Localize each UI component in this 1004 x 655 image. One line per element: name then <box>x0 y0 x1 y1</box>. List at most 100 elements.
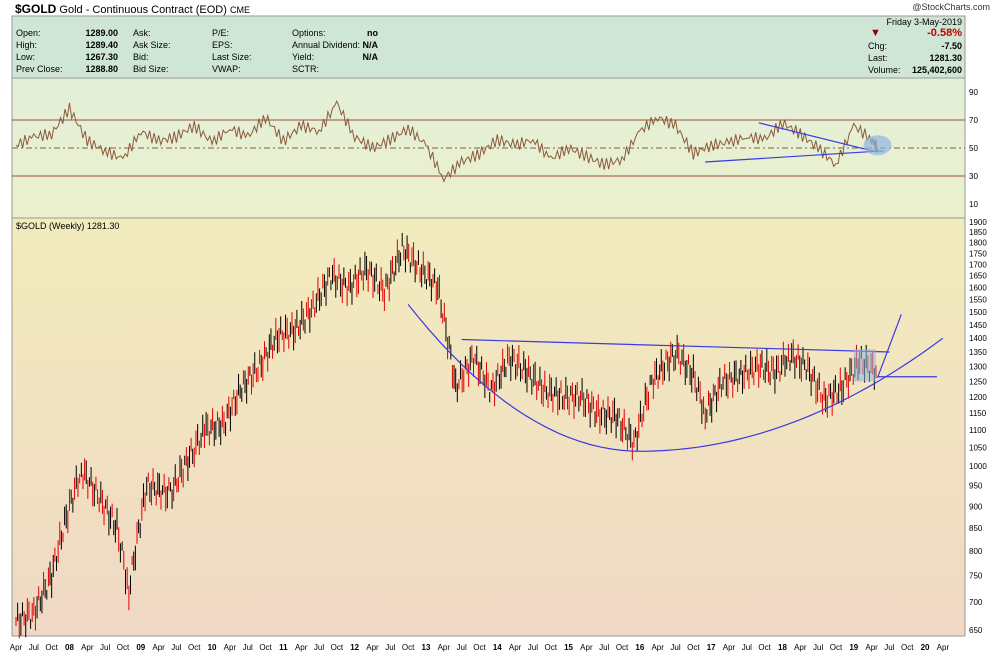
x-tick-label: Apr <box>224 643 237 652</box>
x-tick-label: Jul <box>29 643 39 652</box>
last-size-label: Last Size: <box>212 52 252 62</box>
x-tick-label: Jul <box>813 643 823 652</box>
x-tick-label: Apr <box>580 643 593 652</box>
price-tick-label: 1900 <box>969 218 987 227</box>
x-tick-label: 20 <box>921 643 930 652</box>
low-label: Low: <box>16 52 36 62</box>
change-value: -7.50 <box>941 41 962 51</box>
volume-label: Volume: <box>868 65 901 75</box>
down-arrow-icon: ▼ <box>870 27 881 39</box>
x-tick-label: Jul <box>884 643 894 652</box>
yield-label: Yield: <box>292 52 315 62</box>
x-tick-label: Jul <box>171 643 181 652</box>
volume-value: 125,402,600 <box>911 65 962 75</box>
vwap-label: VWAP: <box>212 64 241 74</box>
ask-label: Ask: <box>133 28 151 38</box>
yield-value: N/A <box>362 52 379 62</box>
price-tick-label: 800 <box>969 547 983 556</box>
x-tick-label: 18 <box>778 643 787 652</box>
x-tick-label: Apr <box>10 643 23 652</box>
price-tick-label: 1600 <box>969 283 987 292</box>
ask-size-label: Ask Size: <box>133 40 171 50</box>
x-tick-label: Oct <box>402 643 415 652</box>
x-tick-label: Oct <box>473 643 486 652</box>
price-tick-label: 900 <box>969 502 983 511</box>
price-panel-background <box>12 218 965 636</box>
x-tick-label: Apr <box>295 643 308 652</box>
x-tick-label: Oct <box>331 643 344 652</box>
options-value: no <box>367 28 378 38</box>
percent-change: -0.58% <box>927 27 962 39</box>
x-tick-label: Apr <box>865 643 878 652</box>
dividend-value: N/A <box>362 40 379 50</box>
price-tick-label: 1050 <box>969 444 987 453</box>
x-tick-label: Jul <box>385 643 395 652</box>
x-tick-label: 17 <box>707 643 716 652</box>
x-tick-label: Jul <box>100 643 110 652</box>
x-tick-label: 09 <box>136 643 145 652</box>
x-tick-label: Apr <box>723 643 736 652</box>
price-tick-label: 1350 <box>969 348 987 357</box>
rsi-highlight <box>863 135 892 156</box>
open-value: 1289.00 <box>85 28 118 38</box>
price-panel-label: $GOLD (Weekly) 1281.30 <box>16 221 120 231</box>
axes: 10 30 50 70 90 650 700 750 800 850 900 950 1000 1050 1… <box>10 88 988 652</box>
rsi-tick-label: 90 <box>969 88 978 97</box>
x-tick-label: Apr <box>937 643 950 652</box>
x-tick-label: Oct <box>45 643 58 652</box>
x-tick-label: 10 <box>208 643 217 652</box>
rsi-rising-trendline <box>705 150 884 163</box>
x-tick-label: Oct <box>758 643 771 652</box>
price-tick-label: 1700 <box>969 260 987 269</box>
last-label: Last: <box>868 53 888 63</box>
chart-title: $GOLD Gold - Continuous Contract (EOD) C… <box>15 2 250 16</box>
price-tick-label: 700 <box>969 598 983 607</box>
sctr-label: SCTR: <box>292 64 319 74</box>
x-tick-label: Oct <box>188 643 201 652</box>
x-tick-label: Apr <box>366 643 379 652</box>
price-tick-label: 1450 <box>969 321 987 330</box>
x-tick-label: Jul <box>457 643 467 652</box>
bid-label: Bid: <box>133 52 149 62</box>
change-label: Chg: <box>868 41 888 51</box>
price-tick-label: 1800 <box>969 239 987 248</box>
exchange: CME <box>229 5 250 15</box>
high-value: 1289.40 <box>85 40 118 50</box>
price-tick-label: 1150 <box>969 409 987 418</box>
price-tick-label: 1650 <box>969 272 987 281</box>
rsi-tick-label: 30 <box>969 172 978 181</box>
bid-size-label: Bid Size: <box>133 64 169 74</box>
x-tick-label: Jul <box>670 643 680 652</box>
price-tick-label: 1200 <box>969 393 987 402</box>
price-panel <box>15 232 944 639</box>
price-tick-label: 1100 <box>969 426 987 435</box>
quote-date: Friday 3-May-2019 <box>886 17 962 27</box>
price-tick-label: 1250 <box>969 377 987 386</box>
price-tick-label: 950 <box>969 482 983 491</box>
watermark: @StockCharts.com <box>912 2 990 12</box>
price-tick-label: 1550 <box>969 295 987 304</box>
high-label: High: <box>16 40 38 50</box>
rsi-tick-label: 10 <box>969 200 978 209</box>
x-tick-label: Jul <box>742 643 752 652</box>
x-tick-label: 13 <box>422 643 431 652</box>
price-tick-label: 650 <box>969 626 983 635</box>
rsi-line <box>15 99 878 183</box>
open-label: Open: <box>16 28 41 38</box>
x-tick-label: 16 <box>635 643 644 652</box>
rounding-bottom-arc <box>407 304 944 452</box>
x-tick-label: Oct <box>259 643 272 652</box>
x-tick-label: Jul <box>314 643 324 652</box>
last-value: 1281.30 <box>929 53 962 63</box>
x-tick-label: Jul <box>599 643 609 652</box>
x-tick-label: Jul <box>243 643 253 652</box>
rsi-panel <box>12 99 965 183</box>
x-tick-label: 08 <box>65 643 74 652</box>
x-tick-label: Oct <box>616 643 629 652</box>
x-tick-label: 19 <box>849 643 858 652</box>
breakout-line <box>876 314 902 378</box>
x-tick-label: Oct <box>117 643 130 652</box>
price-tick-label: 1300 <box>969 362 987 371</box>
x-tick-label: Oct <box>687 643 700 652</box>
